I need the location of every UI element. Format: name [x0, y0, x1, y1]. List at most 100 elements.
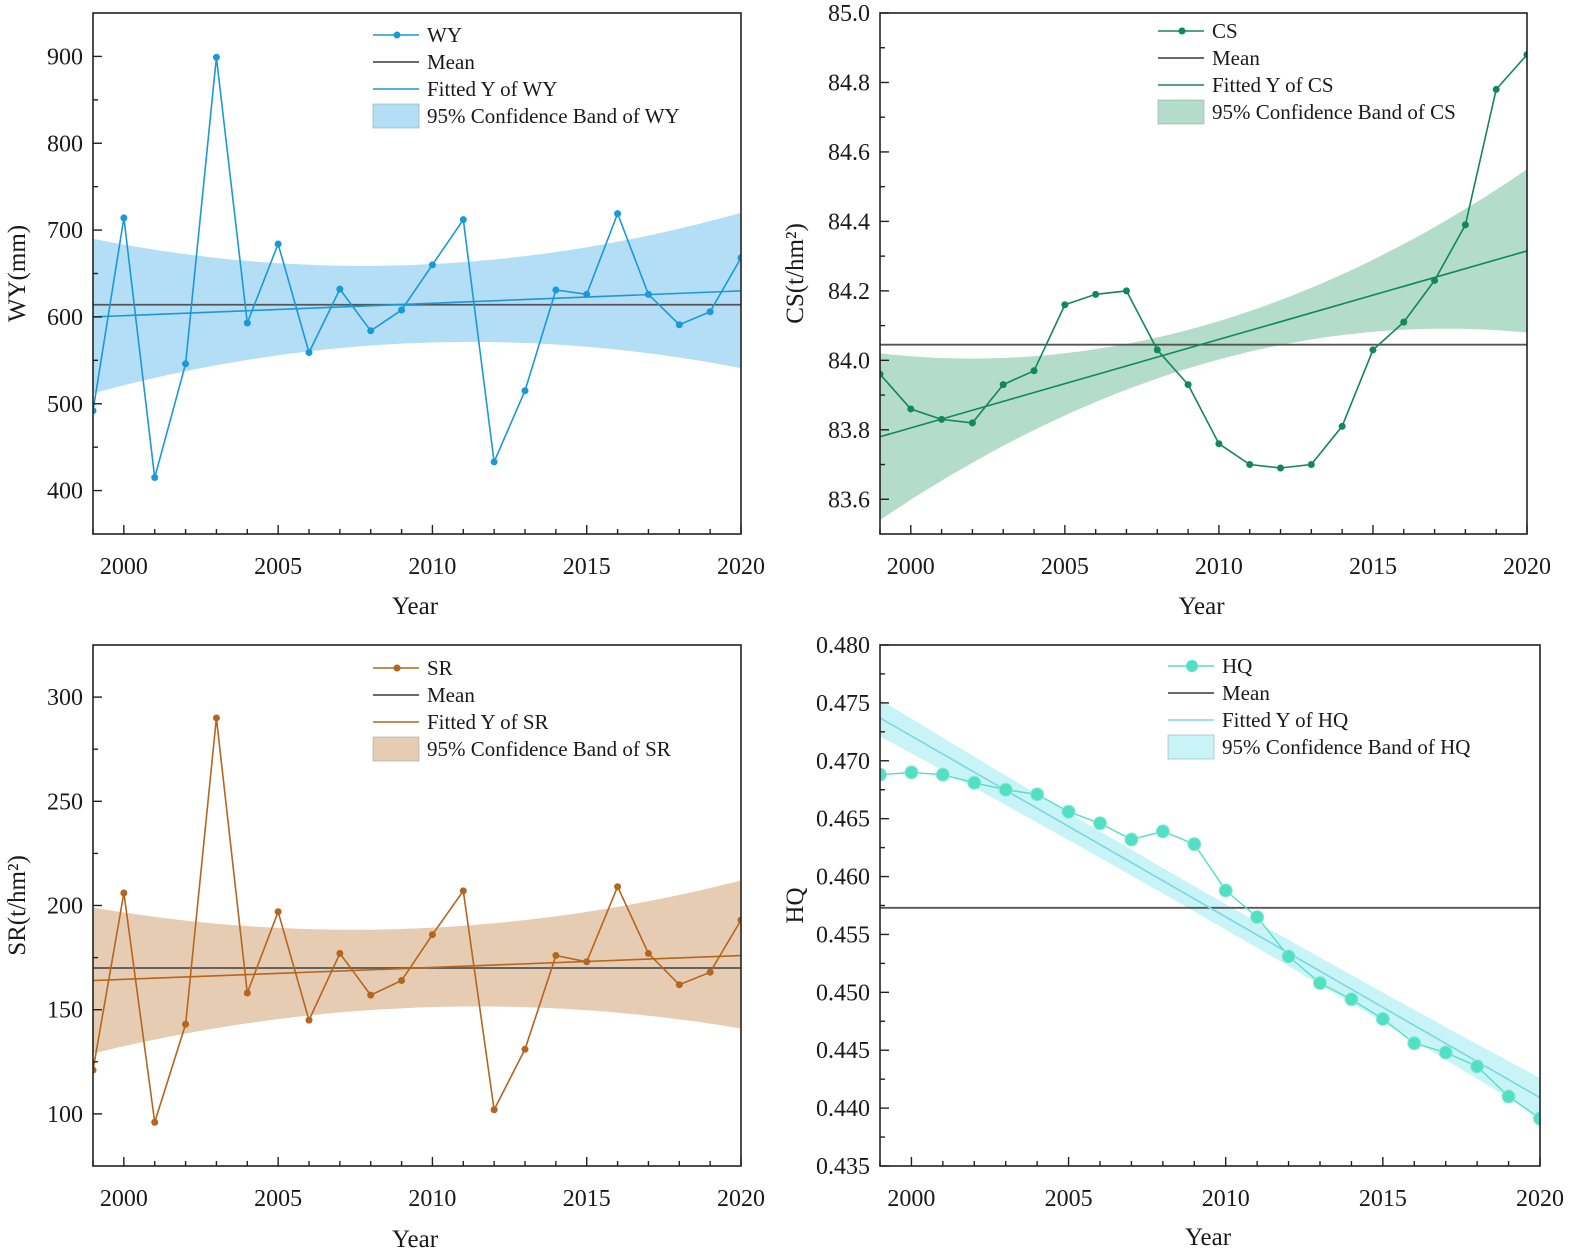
y-tick-label: 400: [47, 479, 83, 505]
data-point-cs-2006: [1092, 290, 1100, 298]
x-tick-label: 2005: [1041, 554, 1089, 580]
data-point-sr-2003: [212, 714, 220, 722]
legend-band-swatch: [1157, 99, 1205, 125]
legend: SR Mean Fitted Y of SR 95% Confidence Band …: [372, 656, 671, 762]
data-point-cs-2000: [907, 405, 915, 413]
y-tick-label: 100: [47, 1102, 83, 1128]
data-point-hq-2016: [1407, 1036, 1422, 1051]
data-point-sr-2011: [459, 887, 467, 895]
fitted-line: [880, 717, 1540, 1099]
legend-label: Mean: [427, 50, 475, 74]
x-tick-label: 2010: [408, 554, 456, 580]
data-point-cs-2013: [1307, 461, 1315, 469]
data-point-cs-2020: [1523, 51, 1527, 59]
data-point-cs-2010: [1215, 440, 1223, 448]
y-tick-label: 0.440: [816, 1096, 870, 1122]
x-tick-label: 2020: [1503, 554, 1551, 580]
data-point-wy-2002: [182, 360, 190, 368]
data-point-sr-2015: [583, 958, 591, 966]
data-point-hq-2014: [1344, 992, 1359, 1007]
y-tick-label: 85.0: [828, 1, 870, 27]
data-point-wy-2004: [243, 319, 251, 327]
x-tick-label: 2015: [563, 554, 611, 580]
data-point-sr-2016: [614, 883, 622, 891]
data-point-wy-2017: [644, 290, 652, 298]
data-point-hq-2017: [1438, 1045, 1453, 1060]
y-tick-label: 500: [47, 392, 83, 418]
y-tick-label: 900: [47, 44, 83, 70]
legend-series-marker: [393, 664, 401, 672]
chart-panel-cs: 2000 2005 2010 2015 2020 83.6 83.8 84.0 84.2 84.4…: [782, 1, 1551, 620]
y-tick-label: 84.4: [828, 209, 870, 235]
x-tick-label: 2000: [100, 554, 148, 580]
data-point-cs-2007: [1122, 287, 1130, 295]
data-point-sr-2006: [305, 1016, 313, 1024]
data-point-sr-2008: [367, 991, 375, 999]
data-point-wy-2005: [274, 240, 282, 248]
data-point-hq-2012: [1281, 949, 1296, 964]
plot-area: [93, 53, 741, 482]
legend-label: WY: [427, 23, 462, 47]
series-line-hq: [880, 771, 1540, 1120]
data-point-hq-2004: [1030, 787, 1045, 802]
legend-label: CS: [1212, 19, 1238, 43]
plot-area: [880, 699, 1540, 1126]
y-axis-title: CS(t/hm²): [782, 223, 809, 324]
data-point-hq-2003: [998, 782, 1013, 797]
y-tick-label: 84.2: [828, 279, 870, 305]
legend-label: Fitted Y of SR: [427, 710, 549, 734]
data-point-cs-2017: [1431, 276, 1439, 284]
data-point-hq-2008: [1155, 824, 1170, 839]
data-point-wy-1999: [93, 407, 97, 415]
x-tick-label: 2020: [717, 1186, 765, 1212]
data-point-hq-2001: [935, 767, 950, 782]
data-point-wy-2008: [367, 327, 375, 335]
y-axis-title: WY(mm): [4, 225, 31, 322]
x-tick-label: 2015: [1359, 1186, 1407, 1212]
legend: CS Mean Fitted Y of CS 95% Confidence Band …: [1157, 19, 1456, 125]
legend-band-swatch: [372, 736, 420, 762]
data-point-wy-2010: [428, 261, 436, 269]
data-point-sr-2017: [644, 949, 652, 957]
y-tick-label: 0.470: [816, 749, 870, 775]
legend-label: 95% Confidence Band of WY: [427, 104, 680, 128]
series-line-sr: [93, 717, 741, 1123]
data-point-sr-2018: [675, 981, 683, 989]
legend-band-swatch: [372, 103, 420, 129]
data-point-cs-2004: [1030, 367, 1038, 375]
data-point-hq-2020: [1533, 1111, 1540, 1126]
y-tick-label: 250: [47, 789, 83, 815]
data-point-wy-2020: [737, 254, 741, 262]
plot-area: [880, 51, 1527, 521]
legend-label: Fitted Y of WY: [427, 77, 557, 101]
legend-series-marker: [1186, 660, 1198, 672]
y-axis-title: HQ: [782, 887, 809, 923]
legend-label: 95% Confidence Band of HQ: [1222, 735, 1470, 759]
y-tick-label: 84.6: [828, 140, 870, 166]
data-point-cs-2015: [1369, 346, 1377, 354]
data-point-cs-2005: [1061, 301, 1069, 309]
data-point-wy-2009: [398, 306, 406, 314]
y-tick-label: 0.480: [816, 633, 870, 659]
data-point-hq-2006: [1093, 816, 1107, 831]
y-tick-label: 0.445: [816, 1038, 870, 1064]
y-tick-label: 0.450: [816, 980, 870, 1006]
y-tick-label: 300: [47, 685, 83, 711]
series-line-cs: [880, 54, 1527, 469]
data-point-cs-2016: [1400, 318, 1408, 326]
data-point-hq-2015: [1375, 1011, 1390, 1026]
data-point-sr-2020: [737, 916, 741, 924]
legend-label: Fitted Y of CS: [1212, 73, 1334, 97]
data-point-sr-2000: [120, 889, 128, 897]
fitted-line: [93, 954, 741, 982]
legend-series-marker: [393, 31, 401, 39]
data-point-hq-2011: [1250, 910, 1265, 925]
data-point-hq-2013: [1313, 976, 1327, 991]
legend-label: Mean: [427, 683, 475, 707]
data-point-hq-2000: [904, 765, 919, 780]
data-point-sr-2013: [521, 1045, 529, 1053]
confidence-band: [93, 212, 741, 394]
legend: WY Mean Fitted Y of WY 95% Confidence Band …: [372, 23, 680, 129]
chart-panel-sr: 2000 2005 2010 2015 2020 100 150 200 250 300 Year S…: [4, 644, 765, 1253]
